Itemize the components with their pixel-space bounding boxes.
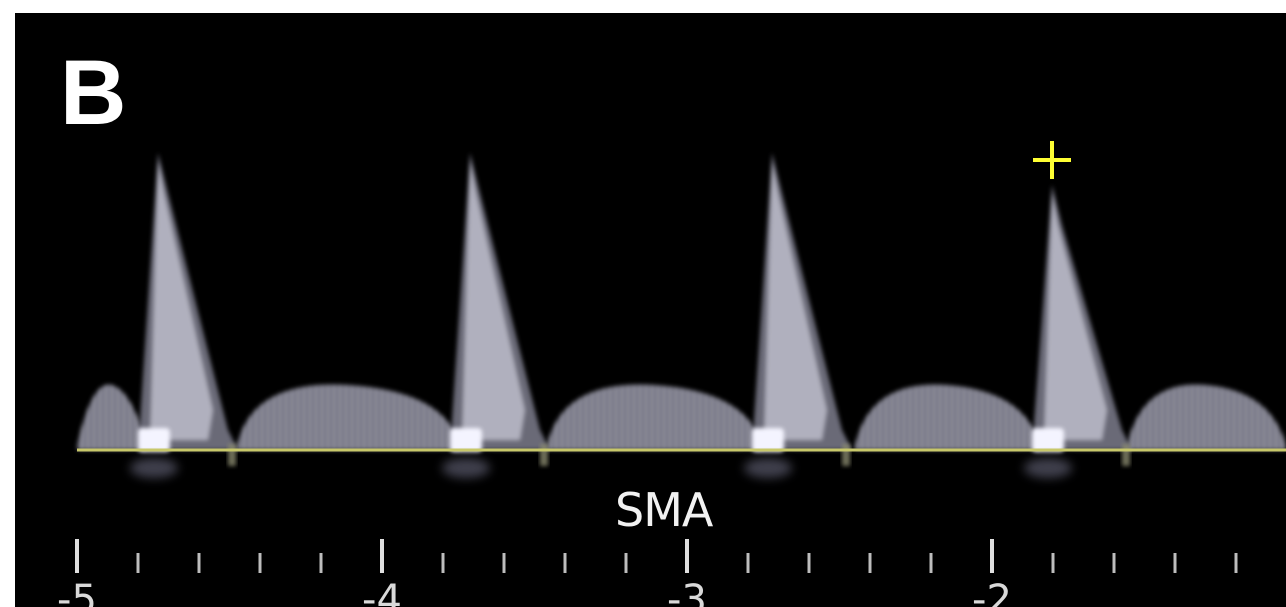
notch-mark [1122,444,1130,466]
bright-spot [752,428,784,452]
tick-label-3: -3 [667,577,707,607]
diastolic-band [237,384,460,450]
systolic-peak-core [764,161,827,440]
bright-spot [1032,428,1064,452]
doppler-waveform [75,141,1286,573]
mirror-glow [130,458,178,478]
notch-mark [842,444,850,466]
systolic-peak-core [1044,193,1107,440]
bright-spot [138,428,170,452]
baseline-bright-spots [130,428,1130,478]
diastolic-band [77,384,147,450]
diastolic-band [547,384,762,450]
tick-label-4: -2 [972,577,1012,607]
diastolic-band [1127,384,1286,450]
mirror-glow [744,458,792,478]
tick-label-2: -4 [362,577,402,607]
panel-letter: B [60,42,127,144]
notch-mark [228,444,236,466]
systolic-peak-core [462,161,525,440]
cursor-marker [1033,141,1071,179]
mirror-glow [1024,458,1072,478]
time-scale [75,539,1238,573]
bright-spot [450,428,482,452]
notch-mark [540,444,548,466]
diastolic-flow-bands [77,384,1286,450]
systolic-peak-core [150,161,213,440]
doppler-spectrum-panel: B SMA -5 -4 -3 -2 [15,13,1286,607]
tick-label-1: -5 [57,577,97,607]
mirror-glow [442,458,490,478]
vessel-label: SMA [615,483,713,537]
diastolic-band [855,384,1040,450]
systolic-peaks [138,153,1132,450]
